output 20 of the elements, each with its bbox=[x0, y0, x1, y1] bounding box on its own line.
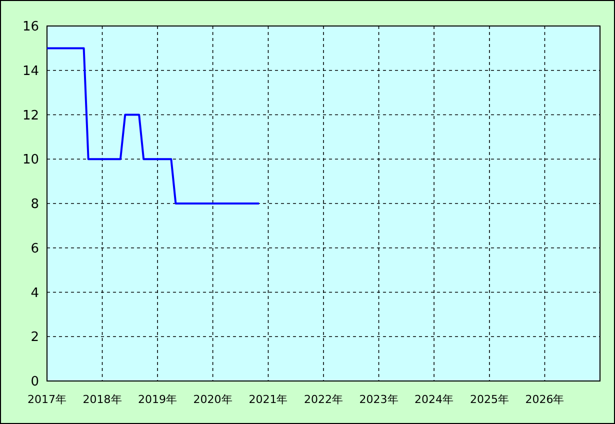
y-tick-label: 16 bbox=[22, 20, 39, 35]
y-tick-label: 4 bbox=[30, 286, 39, 301]
y-tick-label: 0 bbox=[30, 374, 39, 390]
y-tick-label: 12 bbox=[22, 108, 39, 124]
x-tick-label: 2018年 bbox=[82, 393, 122, 406]
x-tick-label: 2025年 bbox=[470, 393, 509, 406]
x-tick-label: 2026年 bbox=[525, 393, 564, 406]
x-tick-label: 2022年 bbox=[304, 393, 343, 406]
x-tick-label: 2020年 bbox=[193, 393, 232, 406]
x-tick-label: 2019年 bbox=[138, 393, 178, 406]
line-series bbox=[46, 47, 260, 204]
x-tick-label: 2023年 bbox=[359, 393, 398, 406]
y-tick-label: 2 bbox=[30, 330, 39, 346]
y-tick-label: 10 bbox=[22, 152, 39, 168]
x-tick-label: 2024年 bbox=[414, 393, 454, 406]
y-tick-label: 8 bbox=[30, 197, 39, 212]
y-tick-label: 6 bbox=[30, 241, 39, 256]
x-tick-label: 2021年 bbox=[248, 393, 288, 406]
x-tick-label: 2017年 bbox=[28, 393, 66, 406]
y-tick-label: 14 bbox=[22, 64, 39, 79]
